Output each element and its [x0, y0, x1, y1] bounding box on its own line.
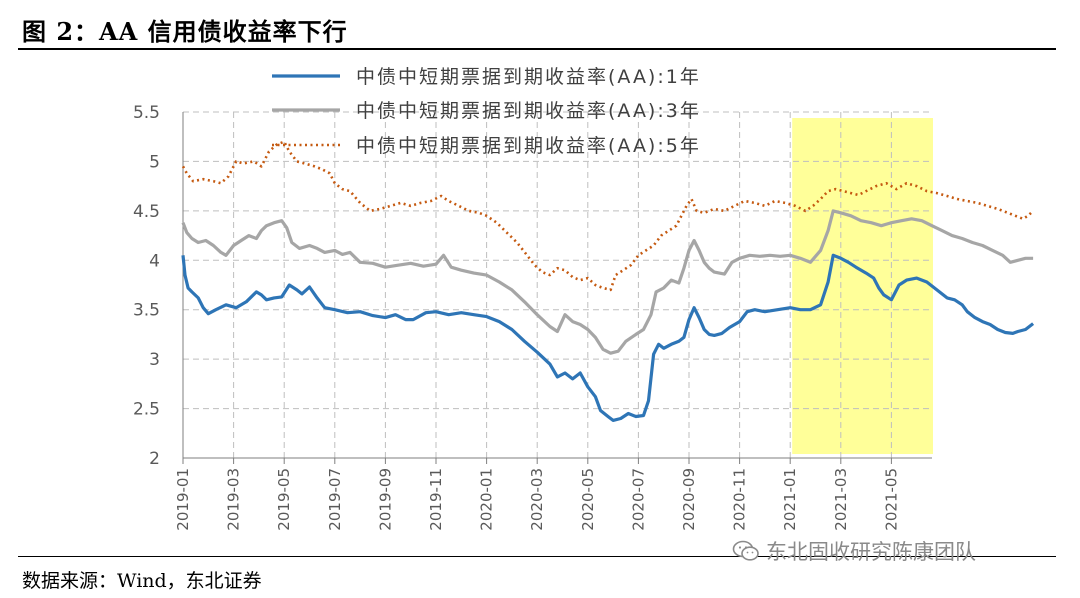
x-axis-ticks: 2019-01 2019-03 2019-05 2019-07 2019-09 2019-…: [174, 458, 900, 531]
series-3y-line: [181, 209, 1034, 355]
x-tick-label: 2020-07: [629, 468, 647, 531]
y-tick-label: 4: [149, 251, 160, 271]
highlight-region: [792, 118, 933, 454]
x-tick-label: 2020-11: [731, 468, 749, 531]
x-tick-label: 2019-05: [275, 468, 293, 531]
x-tick-label: 2021-03: [832, 468, 850, 531]
watermark-text: 东北固收研究陈康团队: [766, 540, 976, 564]
x-tick-label: 2020-05: [579, 468, 597, 531]
y-axis-ticks: 2 2.5 3 3.5 4 4.5 5 5.5: [133, 103, 160, 469]
source-note: 数据来源：Wind，东北证券: [22, 570, 262, 592]
y-tick-label: 3.5: [133, 301, 160, 321]
series-lines: [181, 140, 1035, 422]
x-tick-label: 2021-05: [882, 468, 900, 531]
legend-label: 中债中短期票据到期收益率(AA):1年: [356, 66, 701, 88]
y-tick-label: 2.5: [133, 400, 160, 420]
y-tick-label: 2: [149, 449, 160, 469]
x-tick-label: 2019-07: [326, 468, 344, 531]
x-tick-label: 2019-09: [376, 468, 394, 531]
x-tick-label: 2019-01: [174, 468, 192, 531]
chart-legend: 中债中短期票据到期收益率(AA):1年中债中短期票据到期收益率(AA):3年中债…: [272, 66, 701, 157]
watermark: 东北固收研究陈康团队: [732, 536, 976, 566]
wechat-icon: [732, 540, 759, 561]
y-tick-label: 3: [149, 350, 160, 370]
legend-label: 中债中短期票据到期收益率(AA):5年: [356, 135, 701, 157]
x-tick-label: 2020-09: [680, 468, 698, 531]
x-tick-label: 2019-03: [225, 468, 243, 531]
title-divider: [18, 48, 1056, 50]
grid-lines: [182, 111, 932, 459]
series-1y-line: [181, 253, 1035, 422]
x-tick-label: 2020-01: [478, 468, 496, 531]
source-divider: [18, 556, 1056, 557]
x-tick-label: 2021-01: [781, 468, 799, 531]
y-tick-label: 5.5: [133, 103, 160, 123]
legend-label: 中债中短期票据到期收益率(AA):3年: [356, 100, 701, 122]
y-tick-label: 4.5: [133, 202, 160, 222]
y-tick-label: 5: [149, 152, 160, 172]
figure-title: 图 2：AA 信用债收益率下行: [22, 17, 348, 46]
x-tick-label: 2020-03: [528, 468, 546, 531]
x-tick-label: 2019-11: [427, 468, 445, 531]
